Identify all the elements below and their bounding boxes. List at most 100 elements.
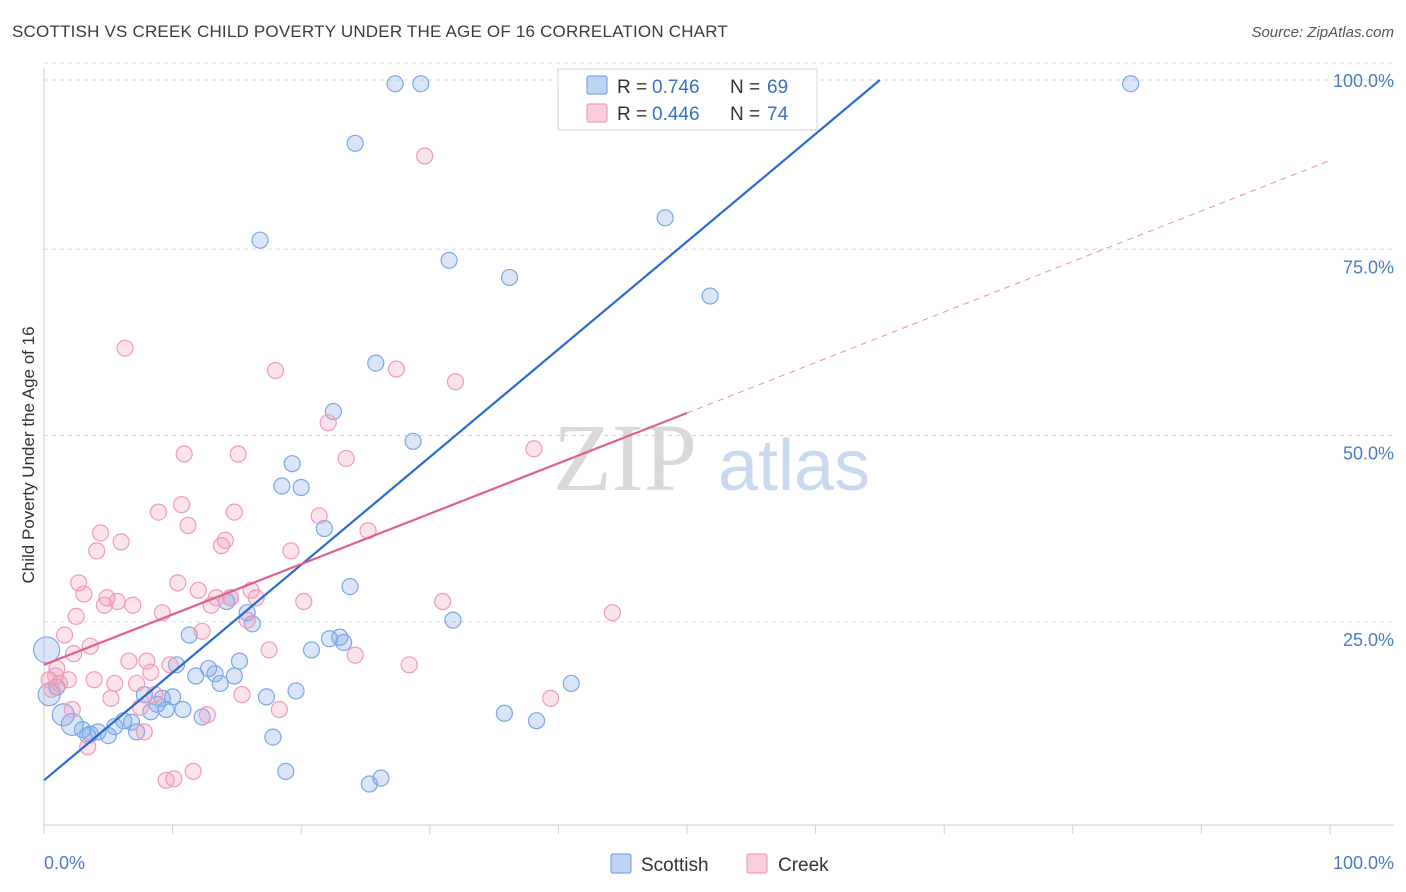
creek-point [270,700,288,719]
bottom-legend-swatch-creek [746,853,768,874]
creek-point [542,689,560,707]
scottish-point [386,75,404,93]
creek-point [112,533,130,551]
creek-point [319,414,337,432]
creek-point [142,663,160,681]
creek-trend-line [43,411,688,666]
creek-point [216,531,234,550]
creek-point [135,723,153,741]
y-tick-label: 75.0% [1343,257,1394,277]
creek-point [138,652,156,670]
creek-point [225,503,243,521]
legend-n-label-creek: N = [730,104,760,125]
scottish-point [444,611,462,629]
scottish-point [167,656,186,674]
scottish-point [264,728,282,746]
y-tick-label: 100.0% [1333,71,1394,91]
scottish-point [292,478,310,497]
scottish-point [251,231,269,249]
scottish-point [320,630,339,648]
creek-point [124,596,142,614]
creek-point [169,574,187,592]
scottish-point [495,704,513,722]
x-tick-label-max: 100.0% [1333,853,1394,873]
scottish-point [412,75,430,93]
creek-point [310,507,328,525]
scottish-point [335,633,353,652]
creek-point [55,626,74,644]
creek-trend-extension [686,159,1331,414]
scottish-point [367,354,385,372]
creek-point [400,656,418,674]
scottish-point [701,287,719,305]
creek-point [434,592,452,611]
legend: R = 0.746 N = 69 R = 0.446 N = 74 [557,68,818,131]
creek-point [175,445,193,463]
creek-point [91,524,110,542]
y-tick-label: 25.0% [1343,630,1394,650]
scottish-point [273,477,291,495]
scottish-point [225,667,243,685]
creek-point [346,646,364,664]
axes [43,68,1394,834]
scottish-trend-line [43,79,881,782]
scottish-point [51,703,75,727]
scottish-point [211,674,229,693]
scottish-point [440,251,458,269]
creek-point [59,671,78,689]
creek-point [50,674,69,693]
scottish-point [283,455,301,473]
series-creek-points [40,147,622,789]
creek-point [88,542,106,560]
creek-point [79,738,97,756]
creek-point [387,360,405,378]
scottish-point [562,674,580,693]
legend-r-label-creek: R = [617,104,647,125]
scottish-point [372,769,390,787]
creek-point [238,611,256,629]
creek-point [266,361,285,380]
scottish-point [32,636,61,664]
legend-r-label-scottish: R = [617,77,647,98]
creek-point [106,674,124,693]
scottish-point [230,652,249,670]
creek-point [116,339,134,357]
legend-swatch-creek [586,103,608,123]
scottish-point [341,577,359,596]
creek-point [282,542,300,560]
creek-point [173,496,191,514]
creek-point [108,592,126,611]
creek-point [295,592,313,611]
scottish-point [656,209,674,227]
creek-point [416,147,434,165]
creek-point [102,689,120,707]
scottish-point [315,519,333,538]
creek-point [198,706,216,724]
legend-n-value-scottish: 69 [767,77,788,98]
scottish-point [527,712,546,730]
creek-point [63,700,81,719]
scottish-point [89,723,107,741]
watermark-atlas: atlas [718,426,870,506]
scottish-point [60,712,84,737]
creek-point [67,607,85,626]
bottom-legend-swatch-scottish [610,853,632,874]
bottom-legend-label-creek: Creek [778,855,829,876]
creek-point [98,589,116,607]
creek-point [446,373,465,391]
creek-point [233,686,251,704]
scottish-point [187,667,205,685]
creek-point [229,445,247,463]
creek-point [127,674,146,693]
creek-point [189,581,207,599]
scottish-point [1122,75,1140,93]
legend-swatch-scottish [586,75,608,95]
creek-point [525,440,543,458]
legend-r-value-creek: 0.446 [652,104,700,125]
creek-point [131,698,150,716]
creek-point [603,604,622,622]
scottish-point [324,402,342,421]
y-tick-label: 50.0% [1343,444,1394,464]
scottish-point [346,134,364,152]
